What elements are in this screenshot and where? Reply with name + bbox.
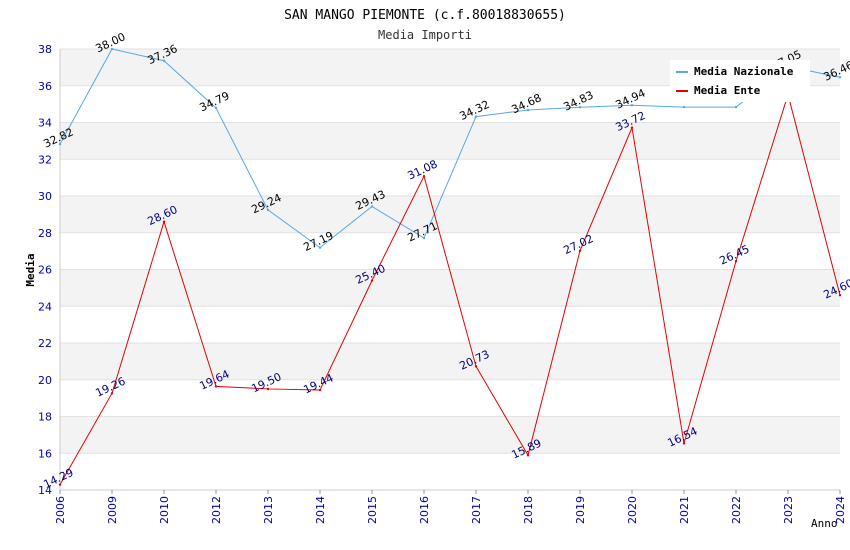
data-label: 34.68 xyxy=(509,91,543,116)
data-point xyxy=(422,236,426,240)
y-tick-label: 30 xyxy=(38,190,52,203)
series-line-ente xyxy=(59,92,841,485)
data-point xyxy=(110,47,114,51)
y-axis-label: Media xyxy=(24,253,37,286)
data-point xyxy=(474,115,478,118)
data-point xyxy=(526,108,530,112)
x-tick-label: 2018 xyxy=(522,496,535,524)
data-point xyxy=(58,142,62,146)
data-label: 34.94 xyxy=(613,87,647,112)
data-point xyxy=(162,59,166,62)
x-tick-label: 2022 xyxy=(730,496,743,524)
data-point xyxy=(838,76,842,79)
y-tick-label: 32 xyxy=(38,153,52,166)
data-point xyxy=(110,392,114,395)
grid-band xyxy=(60,196,840,233)
x-tick-label: 2013 xyxy=(262,496,275,524)
x-tick-label: 2021 xyxy=(678,496,691,524)
x-axis-label: Anno xyxy=(811,517,838,530)
y-tick-label: 28 xyxy=(38,227,52,240)
x-tick-label: 2016 xyxy=(418,496,431,524)
series-line-nazionale xyxy=(59,48,841,249)
x-tick-label: 2019 xyxy=(574,496,587,524)
y-tick-label: 14 xyxy=(38,484,52,497)
y-tick-label: 26 xyxy=(38,264,52,277)
y-tick-label: 22 xyxy=(38,337,52,350)
y-tick-label: 24 xyxy=(38,300,52,313)
grid-band xyxy=(60,122,840,160)
data-point xyxy=(474,365,478,368)
x-tick-label: 2009 xyxy=(106,496,119,524)
y-tick-labels: 14 16 18 20 22 24 26 28 30 32 34 36 38 xyxy=(38,43,52,497)
chart-subtitle: Media Importi xyxy=(378,28,472,42)
x-tick-label: 2017 xyxy=(470,496,483,524)
data-point xyxy=(682,105,686,109)
x-tick-label: 2020 xyxy=(626,496,639,524)
grid-band xyxy=(60,343,840,380)
data-label: 26.45 xyxy=(717,243,751,268)
data-label: 27.02 xyxy=(561,232,595,257)
y-tick-label: 38 xyxy=(38,43,52,56)
data-point xyxy=(630,126,634,129)
x-tick-label: 2015 xyxy=(366,496,379,524)
data-point xyxy=(318,246,322,249)
y-tick-label: 20 xyxy=(38,374,52,387)
data-point xyxy=(526,454,530,457)
grid-band xyxy=(60,416,840,454)
data-point xyxy=(214,106,218,110)
x-tick-label: 2024 xyxy=(834,496,847,524)
data-point xyxy=(422,174,426,178)
legend: Media Nazionale Media Ente xyxy=(670,60,810,102)
data-point xyxy=(734,260,738,263)
x-tick-label: 2023 xyxy=(782,496,795,524)
legend-label-nazionale: Media Nazionale xyxy=(694,65,794,78)
data-point xyxy=(838,294,842,297)
data-point xyxy=(578,249,582,252)
data-point xyxy=(58,483,62,486)
legend-label-ente: Media Ente xyxy=(694,84,761,97)
data-label: 14.29 xyxy=(41,466,75,491)
grid-band xyxy=(60,269,840,307)
x-tick-label: 2014 xyxy=(314,496,327,524)
data-point xyxy=(318,388,322,392)
data-point xyxy=(370,279,374,282)
legend-box xyxy=(670,60,810,102)
grid-bands xyxy=(60,49,840,454)
y-tick-label: 36 xyxy=(38,80,52,93)
data-point xyxy=(214,385,218,388)
y-tick-label: 18 xyxy=(38,411,52,424)
series-lines xyxy=(58,47,842,486)
x-tick-label: 2010 xyxy=(158,496,171,524)
x-tick-label: 2012 xyxy=(210,496,223,524)
data-point xyxy=(578,106,582,109)
data-point xyxy=(682,442,686,445)
data-point xyxy=(266,208,270,212)
x-tick-labels: 2006 2009 2010 2012 2013 2014 2015 2016 2017 2018… xyxy=(54,490,847,524)
data-point xyxy=(162,220,166,223)
chart-title: SAN MANGO PIEMONTE (c.f.80018830655) xyxy=(284,8,566,23)
data-label: 34.79 xyxy=(197,89,231,114)
data-point xyxy=(630,104,634,107)
data-point xyxy=(734,105,738,109)
data-point xyxy=(266,387,270,391)
y-tick-label: 34 xyxy=(38,117,52,130)
y-tick-label: 16 xyxy=(38,447,52,460)
data-label: 34.83 xyxy=(561,89,595,114)
x-tick-label: 2006 xyxy=(54,496,67,524)
data-point xyxy=(370,205,374,208)
